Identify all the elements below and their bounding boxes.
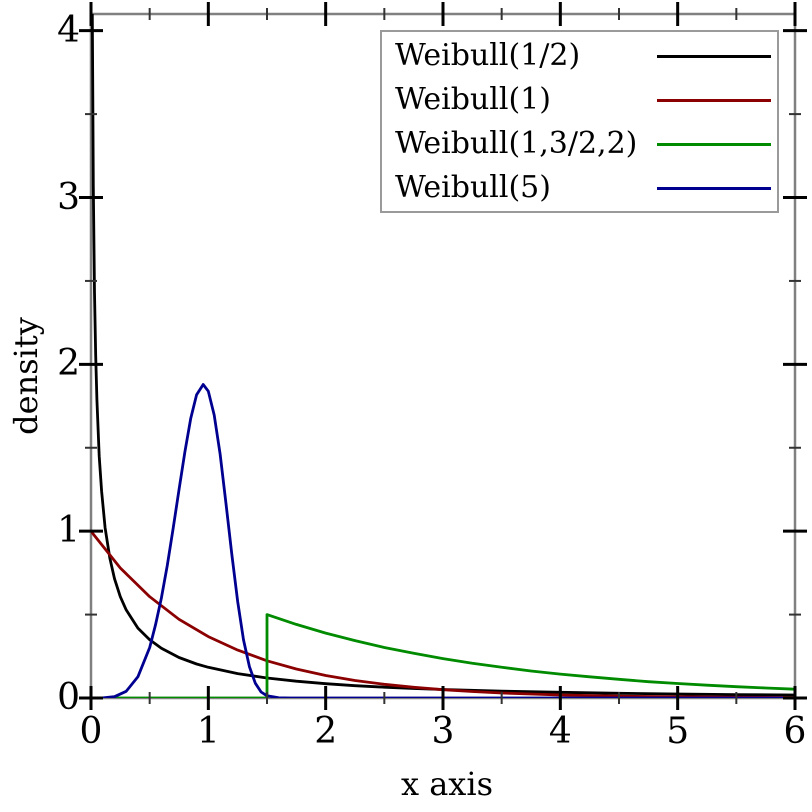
y-tick-label: 2	[57, 343, 80, 385]
x-tick-label: 6	[783, 711, 807, 752]
curves-group	[91, 14, 795, 698]
y-tick-label: 4	[57, 9, 80, 51]
x-tick-label: 0	[79, 711, 103, 752]
legend-line-sample	[657, 186, 771, 190]
x-tick-label: 3	[431, 711, 455, 752]
x-tick-label: 4	[548, 711, 572, 752]
legend-label: Weibull(1/2)	[395, 38, 581, 73]
x-tick-label: 1	[196, 711, 220, 752]
legend-item: Weibull(1/2)	[395, 34, 777, 78]
x-tick-label: 2	[314, 711, 338, 752]
x-tick-label: 5	[666, 711, 690, 752]
y-axis-label: density	[7, 317, 45, 435]
x-axis-label: x axis	[401, 765, 493, 803]
legend-item: Weibull(1)	[395, 78, 777, 122]
legend-line-sample	[657, 142, 771, 146]
legend-line-sample	[657, 98, 771, 102]
series-curve-1	[91, 530, 795, 698]
legend: Weibull(1/2) Weibull(1) Weibull(1,3/2,2)…	[380, 30, 779, 213]
series-curve-3	[91, 383, 795, 698]
legend-line-sample	[657, 54, 771, 58]
legend-label: Weibull(1,3/2,2)	[395, 126, 638, 161]
legend-label: Weibull(5)	[395, 170, 551, 205]
y-tick-label: 0	[57, 677, 80, 718]
legend-item: Weibull(5)	[395, 166, 777, 210]
y-tick-label: 1	[57, 510, 80, 552]
series-curve-2	[91, 613, 795, 698]
legend-label: Weibull(1)	[395, 82, 551, 117]
legend-item: Weibull(1,3/2,2)	[395, 122, 777, 166]
y-tick-label: 3	[57, 176, 80, 218]
